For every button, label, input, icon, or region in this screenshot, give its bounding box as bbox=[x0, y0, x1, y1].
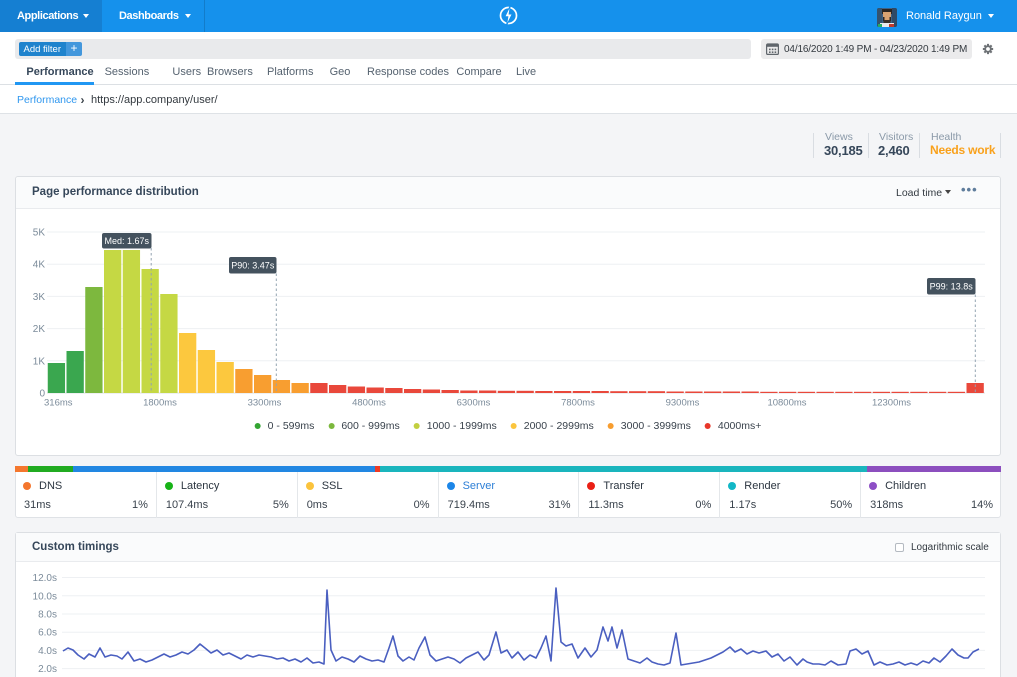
svg-text:Med: 1.67s: Med: 1.67s bbox=[105, 236, 150, 246]
svg-text:1800ms: 1800ms bbox=[143, 398, 177, 409]
svg-text:2K: 2K bbox=[33, 324, 46, 335]
svg-text:6300ms: 6300ms bbox=[457, 398, 491, 409]
svg-text:10800ms: 10800ms bbox=[767, 398, 806, 409]
svg-text:3K: 3K bbox=[33, 292, 46, 303]
svg-text:2.0s: 2.0s bbox=[38, 664, 57, 675]
svg-text:12300ms: 12300ms bbox=[872, 398, 911, 409]
svg-text:P90: 3.47s: P90: 3.47s bbox=[231, 261, 275, 271]
svg-text:10.0s: 10.0s bbox=[33, 591, 57, 602]
svg-text:8.0s: 8.0s bbox=[38, 610, 57, 621]
svg-text:3300ms: 3300ms bbox=[248, 398, 282, 409]
svg-text:0: 0 bbox=[39, 389, 45, 400]
svg-text:5K: 5K bbox=[33, 228, 46, 239]
svg-text:4.0s: 4.0s bbox=[38, 646, 57, 657]
svg-text:6.0s: 6.0s bbox=[38, 628, 57, 639]
svg-text:1K: 1K bbox=[33, 356, 46, 367]
svg-text:316ms: 316ms bbox=[44, 398, 73, 409]
svg-text:P99: 13.8s: P99: 13.8s bbox=[930, 282, 974, 292]
svg-text:4K: 4K bbox=[33, 260, 46, 271]
svg-text:4800ms: 4800ms bbox=[352, 398, 386, 409]
svg-text:12.0s: 12.0s bbox=[33, 573, 57, 584]
svg-text:7800ms: 7800ms bbox=[561, 398, 595, 409]
svg-text:9300ms: 9300ms bbox=[666, 398, 700, 409]
